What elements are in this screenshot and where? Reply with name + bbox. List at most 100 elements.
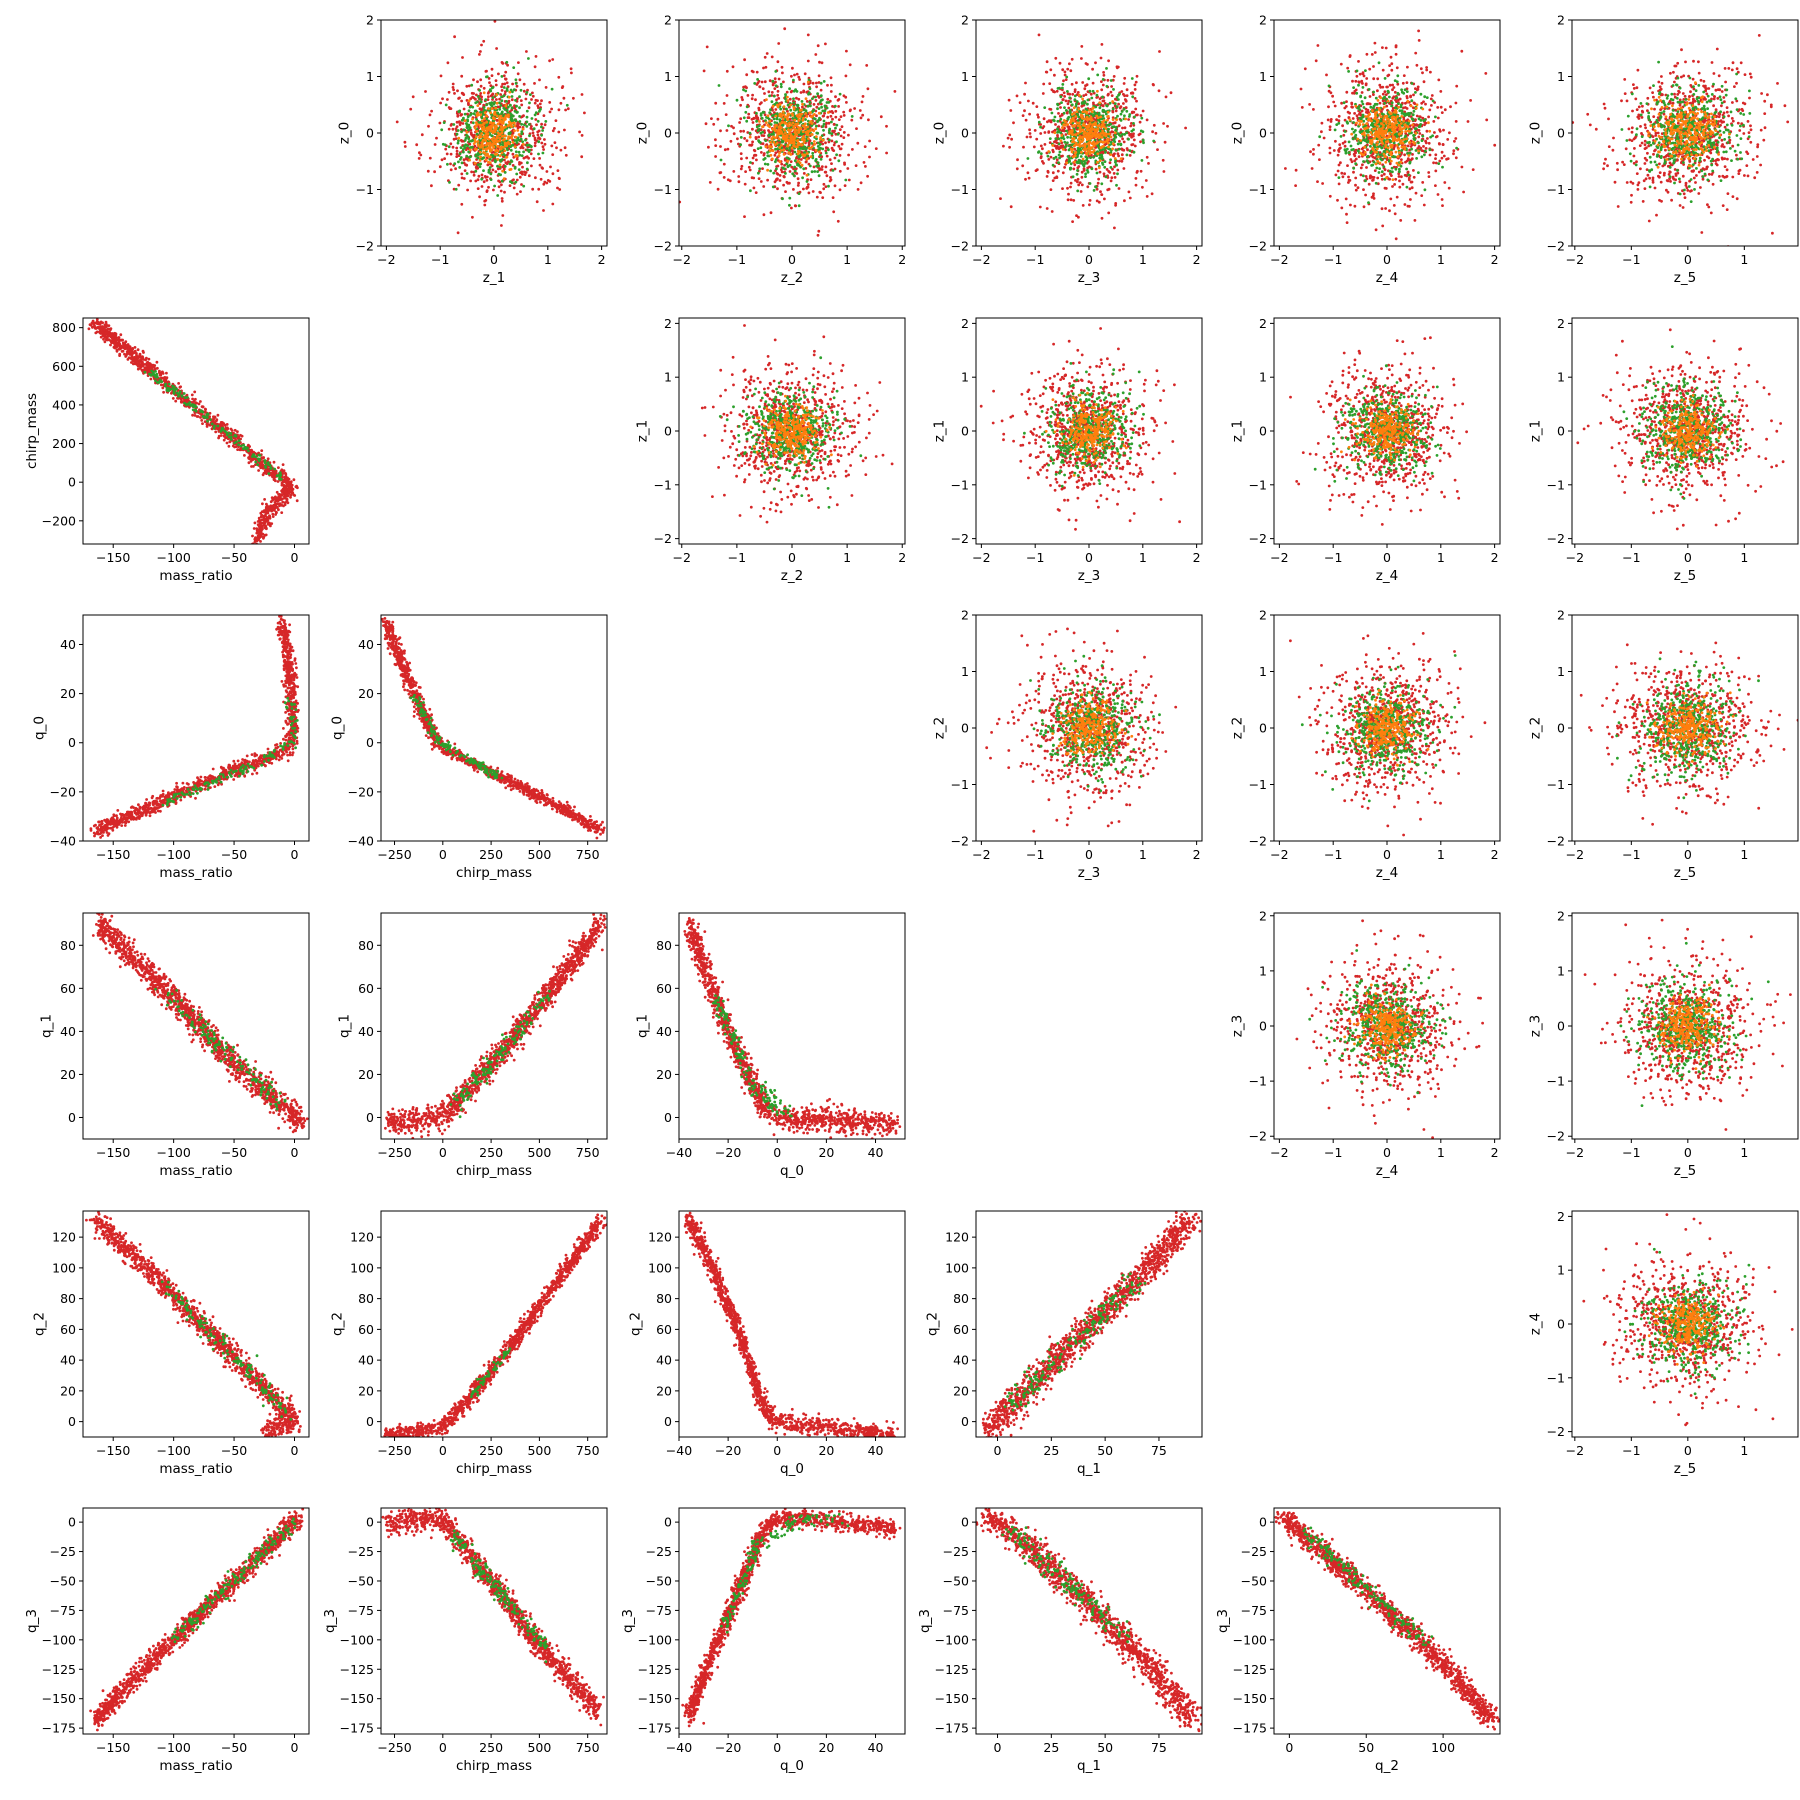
scatter-point [514,98,517,102]
scatter-point [1084,107,1088,111]
scatter-point [817,174,821,178]
scatter-point [509,115,513,119]
scatter-point [839,115,843,118]
scatter-point [479,124,482,128]
scatter-point [460,128,463,131]
scatter-point [1058,156,1061,160]
scatter-point [1087,141,1091,145]
scatter-point [474,147,477,151]
scatter-point [815,114,818,118]
scatter-point [569,67,573,71]
scatter-point [537,140,541,144]
scatter-point [427,124,430,128]
scatter-point [499,119,502,123]
scatter-point [778,118,782,121]
scatter-point [1109,135,1113,139]
scatter-point [1169,91,1173,95]
scatter-point [546,179,550,182]
scatter-point [843,161,846,165]
scatter-point [1070,103,1074,107]
scatter-point [1032,145,1036,149]
scatter-point [797,181,800,185]
scatter-point [750,97,754,101]
scatter-point [800,100,804,103]
scatter-point [488,127,491,130]
scatter-point [1132,150,1136,154]
scatter-point [736,137,739,141]
scatter-point [774,160,777,164]
scatter-point [794,122,797,126]
scatter-point [1091,67,1094,71]
scatter-point [525,109,529,113]
scatter-point [816,170,819,174]
scatter-point [1073,98,1077,101]
scatter-point [1047,130,1051,134]
scatter-point [1163,140,1167,144]
y-tick-label: 2 [961,13,969,28]
scatter-point [771,104,775,108]
scatter-point [1123,133,1126,136]
scatter-point [771,79,775,83]
scatter-point [772,113,776,117]
scatter-point [1082,164,1086,168]
scatter-point [1139,129,1143,133]
scatter-point [1079,136,1082,139]
scatter-point [472,112,476,115]
scatter-point [793,129,797,132]
scatter-point [848,63,852,67]
scatter-point [542,182,546,186]
scatter-point [833,184,837,188]
scatter-point [849,108,852,112]
scatter-point [1095,187,1099,191]
scatter-point [1361,163,1364,167]
scatter-point [449,152,453,156]
scatter-point [494,160,497,164]
scatter-point [792,89,796,93]
scatter-point [486,154,490,158]
scatter-point [824,149,828,153]
scatter-point [493,20,497,23]
scatter-point [507,120,511,124]
scatter-point [509,159,513,163]
scatter-point [1120,153,1124,157]
scatter-point [780,65,784,69]
scatter-point [499,114,502,118]
scatter-point [1132,122,1135,125]
scatter-point [1064,78,1068,81]
scatter-point [1349,203,1352,207]
scatter-point [489,111,492,115]
scatter-point [486,163,490,167]
scatter-point [1420,101,1424,105]
scatter-point [1096,152,1100,156]
scatter-point [732,170,736,173]
scatter-point [1077,158,1081,162]
scatter-point [1086,102,1089,106]
scatter-point [1081,138,1085,142]
scatter-point [515,104,518,108]
scatter-point [505,100,508,103]
scatter-point [804,97,808,101]
scatter-point [435,136,438,140]
scatter-point [1084,175,1087,179]
scatter-point [487,170,491,174]
scatter-point [456,114,460,118]
scatter-point [1062,137,1066,141]
scatter-point [541,167,544,170]
scatter-point [1084,148,1087,152]
scatter-point [797,97,801,101]
scatter-point [1073,94,1077,98]
scatter-point [1354,157,1358,161]
y-tick-label: 0 [664,126,672,141]
scatter-point [1073,124,1077,127]
scatter-point [828,129,831,132]
scatter-point [1076,119,1080,122]
scatter-point [542,114,546,117]
scatter-point [768,79,772,83]
scatter-point [499,143,502,146]
scatter-point [1372,93,1375,96]
scatter-point [1092,189,1096,192]
scatter-point [507,132,511,136]
scatter-point [482,151,485,154]
scatter-point [500,99,504,103]
scatter-point [482,125,486,129]
